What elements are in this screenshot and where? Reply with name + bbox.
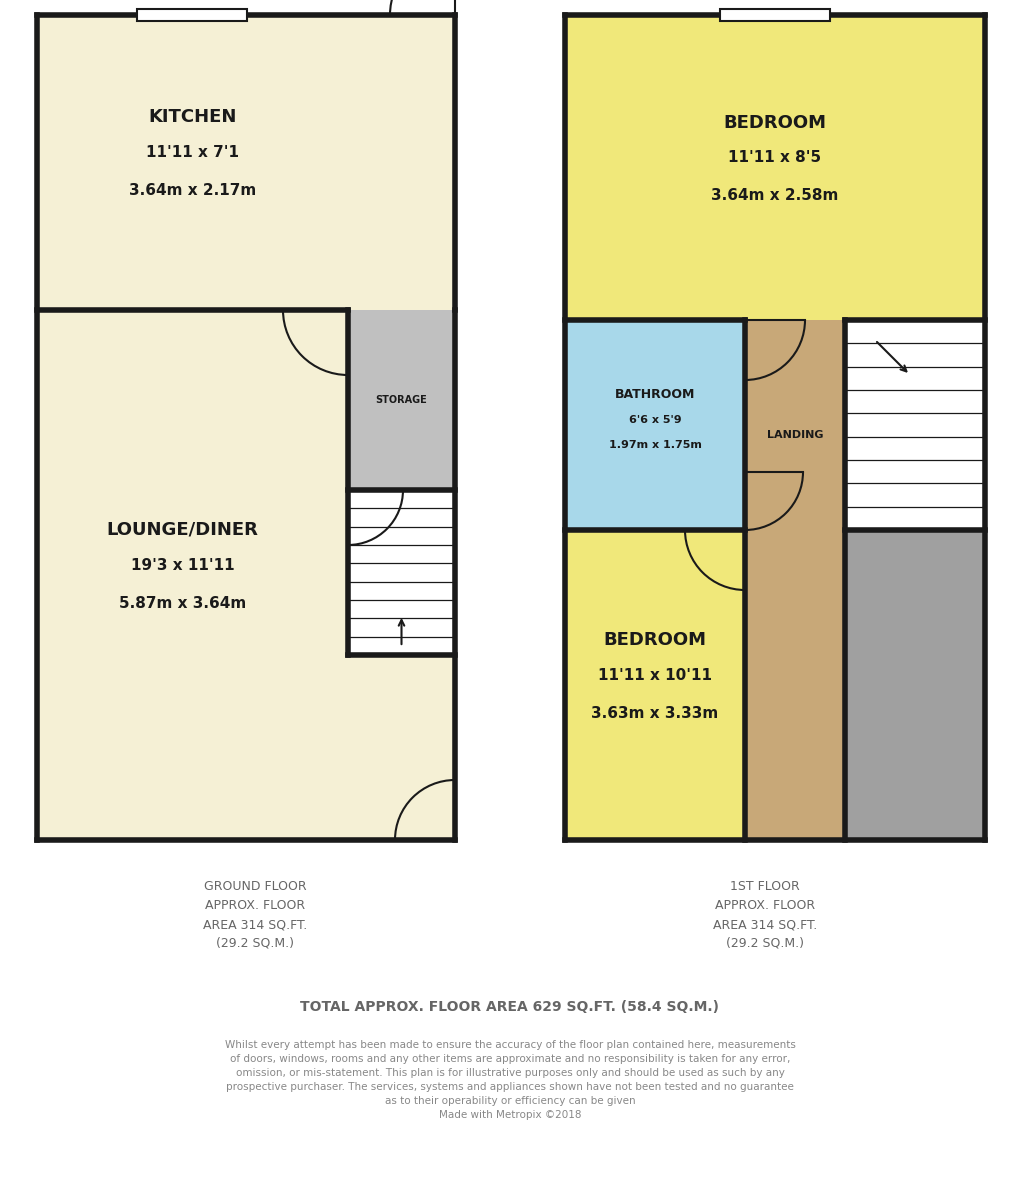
Text: 1.97m x 1.75m: 1.97m x 1.75m [608,440,701,449]
Text: 5.87m x 3.64m: 5.87m x 3.64m [119,595,246,611]
Text: 6'6 x 5'9: 6'6 x 5'9 [628,415,681,425]
Text: 1ST FLOOR
APPROX. FLOOR
AREA 314 SQ.FT.
(29.2 SQ.M.): 1ST FLOOR APPROX. FLOOR AREA 314 SQ.FT. … [712,880,816,950]
Text: BEDROOM: BEDROOM [722,114,825,132]
Text: GROUND FLOOR
APPROX. FLOOR
AREA 314 SQ.FT.
(29.2 SQ.M.): GROUND FLOOR APPROX. FLOOR AREA 314 SQ.F… [203,880,307,950]
Text: 3.63m x 3.33m: 3.63m x 3.33m [591,706,718,721]
Text: 3.64m x 2.17m: 3.64m x 2.17m [128,183,256,198]
Text: 19'3 x 11'11: 19'3 x 11'11 [130,557,234,573]
Text: KITCHEN: KITCHEN [148,108,236,127]
Text: BEDROOM: BEDROOM [603,631,706,649]
Bar [565,320,744,530]
Bar [347,490,454,655]
Bar [844,530,984,840]
Text: 11'11 x 7'1: 11'11 x 7'1 [146,145,238,160]
Bar [138,9,248,21]
Text: LOUNGE/DINER: LOUNGE/DINER [106,521,258,538]
Bar [347,310,454,490]
Bar [844,320,984,530]
Text: STORAGE: STORAGE [375,395,427,404]
Text: 3.64m x 2.58m: 3.64m x 2.58m [710,189,838,203]
Text: LANDING: LANDING [766,431,822,440]
Bar [37,310,454,840]
Text: BATHROOM: BATHROOM [614,389,695,402]
Bar [744,320,844,530]
Text: 11'11 x 8'5: 11'11 x 8'5 [728,149,820,165]
Bar [37,15,454,310]
Bar [565,15,984,320]
Text: TOTAL APPROX. FLOOR AREA 629 SQ.FT. (58.4 SQ.M.): TOTAL APPROX. FLOOR AREA 629 SQ.FT. (58.… [301,1000,718,1014]
Bar [744,530,844,840]
Text: Whilst every attempt has been made to ensure the accuracy of the floor plan cont: Whilst every attempt has been made to en… [224,1040,795,1120]
Text: 11'11 x 10'11: 11'11 x 10'11 [597,668,711,682]
Bar [565,530,744,840]
Bar [719,9,829,21]
